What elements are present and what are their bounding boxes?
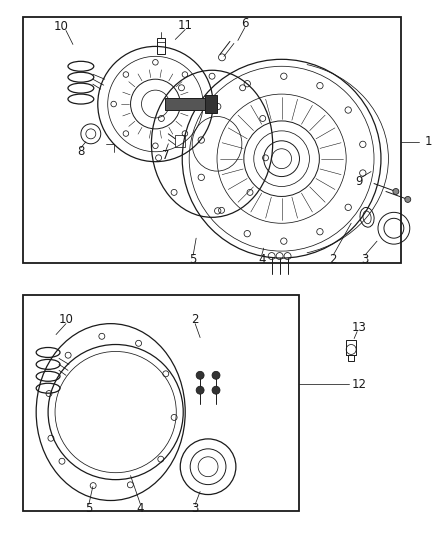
Text: 3: 3 xyxy=(361,253,369,265)
Text: 1: 1 xyxy=(425,135,432,148)
Text: 10: 10 xyxy=(53,20,68,33)
Circle shape xyxy=(212,386,220,394)
Text: 9: 9 xyxy=(355,175,363,188)
Bar xyxy=(23,17,401,263)
Bar xyxy=(346,340,356,356)
Text: 7: 7 xyxy=(162,149,169,162)
Bar xyxy=(348,356,354,361)
Text: 3: 3 xyxy=(191,502,199,515)
Circle shape xyxy=(196,372,204,379)
Bar xyxy=(205,95,217,113)
Circle shape xyxy=(212,372,220,379)
Circle shape xyxy=(405,197,411,203)
Text: 6: 6 xyxy=(241,17,249,30)
Bar xyxy=(23,295,300,512)
Text: 5: 5 xyxy=(190,253,197,265)
Text: 5: 5 xyxy=(85,502,92,515)
Text: 2: 2 xyxy=(329,253,337,265)
Bar xyxy=(175,135,185,147)
Circle shape xyxy=(393,189,399,195)
Text: 4: 4 xyxy=(258,253,265,265)
Text: 10: 10 xyxy=(59,313,74,326)
Text: 13: 13 xyxy=(352,321,367,334)
Bar xyxy=(165,98,205,110)
Circle shape xyxy=(196,386,204,394)
Bar xyxy=(157,38,165,54)
Text: 12: 12 xyxy=(352,378,367,391)
Text: 11: 11 xyxy=(178,19,193,32)
Text: 4: 4 xyxy=(137,502,144,515)
Text: 8: 8 xyxy=(77,145,85,158)
Text: 2: 2 xyxy=(191,313,199,326)
